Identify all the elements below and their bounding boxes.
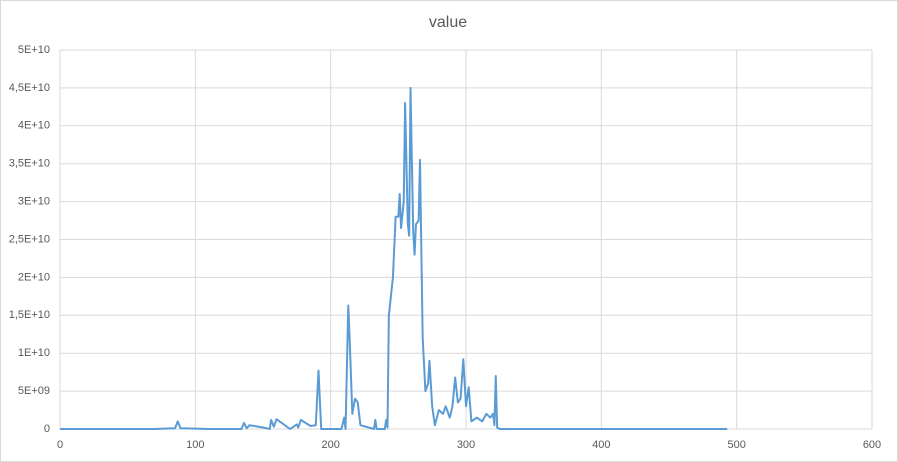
chart-title: value [429, 14, 467, 31]
x-tick-label: 200 [321, 439, 339, 451]
y-tick-label: 3E+10 [18, 196, 50, 208]
y-tick-label: 3,5E+10 [9, 158, 50, 170]
x-tick-label: 500 [727, 439, 745, 451]
y-tick-label: 2,5E+10 [9, 233, 50, 245]
data-line [60, 86, 728, 430]
y-tick-label: 2E+10 [18, 271, 50, 283]
x-tick-label: 100 [186, 439, 204, 451]
y-tick-label: 1E+10 [18, 347, 50, 359]
y-tick-label: 1,5E+10 [9, 309, 50, 321]
x-tick-label: 400 [592, 439, 610, 451]
y-tick-label: 5E+10 [18, 44, 50, 56]
y-tick-label: 5E+09 [18, 385, 50, 397]
y-tick-label: 4,5E+10 [9, 82, 50, 94]
y-tick-label: 4E+10 [18, 120, 50, 132]
x-tick-label: 300 [457, 439, 475, 451]
y-tick-label: 0 [44, 423, 50, 435]
x-tick-label: 600 [863, 439, 881, 451]
x-tick-label: 0 [57, 439, 63, 451]
